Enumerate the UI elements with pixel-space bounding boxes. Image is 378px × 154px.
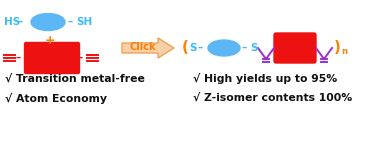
- Text: –: –: [17, 17, 22, 27]
- Text: n: n: [341, 47, 347, 57]
- Text: –: –: [68, 17, 73, 27]
- Text: (: (: [182, 41, 189, 55]
- Text: S: S: [189, 43, 197, 53]
- Text: –: –: [78, 53, 83, 63]
- Ellipse shape: [208, 40, 240, 56]
- Text: SH: SH: [76, 17, 92, 27]
- FancyBboxPatch shape: [274, 33, 316, 63]
- Text: √ Z-isomer contents 100%: √ Z-isomer contents 100%: [193, 93, 352, 103]
- Text: –: –: [242, 43, 247, 53]
- Ellipse shape: [31, 14, 65, 30]
- Text: ): ): [334, 41, 341, 55]
- Text: S: S: [250, 43, 257, 53]
- FancyArrow shape: [122, 38, 174, 58]
- Text: √ Atom Economy: √ Atom Economy: [5, 93, 107, 103]
- Text: √ High yields up to 95%: √ High yields up to 95%: [193, 73, 337, 85]
- Text: +: +: [45, 34, 55, 47]
- Text: –: –: [197, 43, 202, 53]
- Text: –: –: [15, 53, 20, 63]
- Text: HS: HS: [4, 17, 20, 27]
- Text: Click: Click: [130, 42, 156, 52]
- Text: √ Transition metal-free: √ Transition metal-free: [5, 74, 145, 84]
- FancyBboxPatch shape: [25, 43, 79, 73]
